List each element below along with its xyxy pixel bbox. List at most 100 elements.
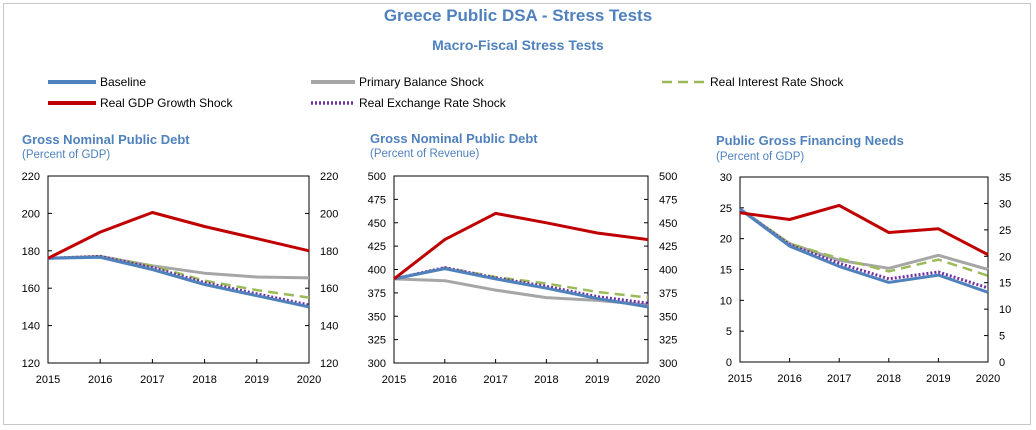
x-tick-label: 2017 <box>483 374 507 386</box>
x-tick-label: 2016 <box>88 374 112 386</box>
chart-panel-2: 2015 2016 2017 2018 2019 2020 300 325 350 375 400 4… <box>368 171 678 386</box>
y-tick-label: 450 <box>368 218 386 230</box>
y2-tick-label: 120 <box>320 358 338 370</box>
series-line-real-exchange-rate-shock <box>739 207 989 290</box>
y2-tick-label: 10 <box>999 304 1011 316</box>
x-tick-label: 2017 <box>827 373 851 385</box>
y-tick-label: 20 <box>720 234 732 246</box>
y-tick-label: 200 <box>22 208 40 220</box>
x-tick-label: 2016 <box>777 373 801 385</box>
x-tick-label: 2015 <box>728 373 752 385</box>
y-tick-label: 25 <box>720 203 732 215</box>
x-tick-label: 2018 <box>192 374 216 386</box>
y2-tick-label: 325 <box>659 335 677 347</box>
series-line-real-exchange-rate-shock <box>47 254 310 307</box>
legend-swatch-real-gdp <box>48 101 96 105</box>
legend-item-real-exchange: Real Exchange Rate Shock <box>311 95 506 111</box>
y2-tick-label: 180 <box>320 246 338 258</box>
y2-tick-label: 25 <box>999 225 1011 237</box>
y2-tick-label: 160 <box>320 283 338 295</box>
y2-tick-label: 350 <box>659 311 677 323</box>
page-title: Greece Public DSA - Stress Tests <box>383 6 653 25</box>
y-tick-label: 0 <box>726 357 732 369</box>
legend-item-primary-balance: Primary Balance Shock <box>311 74 484 90</box>
y-tick-label: 180 <box>22 246 40 258</box>
y2-tick-label: 500 <box>659 171 677 183</box>
y2-tick-label: 20 <box>999 251 1011 263</box>
series-line-real-exchange-rate-shock <box>393 266 649 305</box>
legend-label-primary-balance: Primary Balance Shock <box>359 75 484 89</box>
panel-1-title: Gross Nominal Public Debt <box>22 132 190 147</box>
x-tick-label: 2015 <box>382 374 406 386</box>
legend-swatch-primary-balance <box>311 80 355 84</box>
y-tick-label: 325 <box>368 335 386 347</box>
y-tick-label: 375 <box>368 288 386 300</box>
series-line-real-interest-rate-shock <box>393 266 649 299</box>
legend-swatch-real-interest <box>662 80 706 84</box>
legend-item-real-gdp: Real GDP Growth Shock <box>48 95 233 111</box>
y-tick-label: 160 <box>22 283 40 295</box>
panel-1-subtitle: (Percent of GDP) <box>22 149 111 161</box>
legend-label-real-gdp: Real GDP Growth Shock <box>100 96 233 110</box>
legend-label-baseline: Baseline <box>100 75 147 89</box>
series-line-real-interest-rate-shock <box>47 255 310 299</box>
y-tick-label: 15 <box>720 265 732 277</box>
y-tick-label: 500 <box>368 171 386 183</box>
panel-2-subtitle: (Percent of Revenue) <box>370 148 480 160</box>
series-line-real-interest-rate-shock <box>739 208 989 277</box>
panel-2-title: Gross Nominal Public Debt <box>370 131 538 146</box>
chart-panel-1: 2015 2016 2017 2018 2019 2020 120 140 160 180 200 2… <box>22 171 339 386</box>
y2-tick-label: 30 <box>999 198 1011 210</box>
y-tick-label: 300 <box>368 358 386 370</box>
x-tick-label: 2019 <box>245 374 269 386</box>
x-tick-label: 2019 <box>926 373 950 385</box>
x-tick-label: 2019 <box>585 374 609 386</box>
y2-tick-label: 475 <box>659 194 677 206</box>
y-tick-label: 5 <box>726 326 732 338</box>
y2-tick-label: 5 <box>999 331 1005 343</box>
legend-swatch-baseline <box>48 80 96 84</box>
x-tick-label: 2015 <box>36 374 60 386</box>
panel-3-subtitle: (Percent of GDP) <box>716 151 805 163</box>
panel-3-title: Public Gross Financing Needs <box>716 133 904 148</box>
legend-label-real-exchange: Real Exchange Rate Shock <box>359 96 506 110</box>
y-tick-label: 140 <box>22 321 40 333</box>
y2-tick-label: 0 <box>999 357 1005 369</box>
series-line-real-gdp-growth-shock <box>47 211 310 260</box>
series-line-baseline <box>393 267 649 309</box>
y-tick-label: 10 <box>720 295 732 307</box>
x-tick-label: 2020 <box>297 374 321 386</box>
y2-tick-label: 375 <box>659 288 677 300</box>
series-line-baseline <box>739 207 989 294</box>
y-tick-label: 30 <box>720 172 732 184</box>
x-tick-label: 2016 <box>433 374 457 386</box>
x-tick-label: 2020 <box>636 374 660 386</box>
x-tick-label: 2020 <box>976 373 1000 385</box>
legend-item-real-interest: Real Interest Rate Shock <box>662 74 843 90</box>
legend-label-real-interest: Real Interest Rate Shock <box>710 75 844 89</box>
x-tick-label: 2018 <box>534 374 558 386</box>
y2-tick-label: 35 <box>999 172 1011 184</box>
y2-tick-label: 450 <box>659 218 677 230</box>
y-tick-label: 425 <box>368 241 386 253</box>
y2-tick-label: 220 <box>320 171 338 183</box>
chart-panel-3: 2015 2016 2017 2018 2019 2020 0 5 10 15 20 25 30 0 5 10… <box>720 172 1012 385</box>
y2-tick-label: 300 <box>659 358 677 370</box>
series-line-baseline <box>47 255 310 309</box>
y-tick-label: 120 <box>22 358 40 370</box>
y-tick-label: 220 <box>22 171 40 183</box>
y-tick-label: 475 <box>368 194 386 206</box>
legend-swatch-real-exchange <box>311 101 355 105</box>
series-line-real-gdp-growth-shock <box>393 211 649 281</box>
page-subtitle: Macro-Fiscal Stress Tests <box>432 37 604 53</box>
y-tick-label: 400 <box>368 265 386 277</box>
y2-tick-label: 200 <box>320 208 338 220</box>
legend-item-baseline: Baseline <box>48 74 146 90</box>
y2-tick-label: 140 <box>320 321 338 333</box>
y-tick-label: 350 <box>368 311 386 323</box>
plot-area-3 <box>739 176 989 363</box>
x-tick-label: 2018 <box>877 373 901 385</box>
series-line-real-gdp-growth-shock <box>739 203 989 257</box>
x-tick-label: 2017 <box>140 374 164 386</box>
